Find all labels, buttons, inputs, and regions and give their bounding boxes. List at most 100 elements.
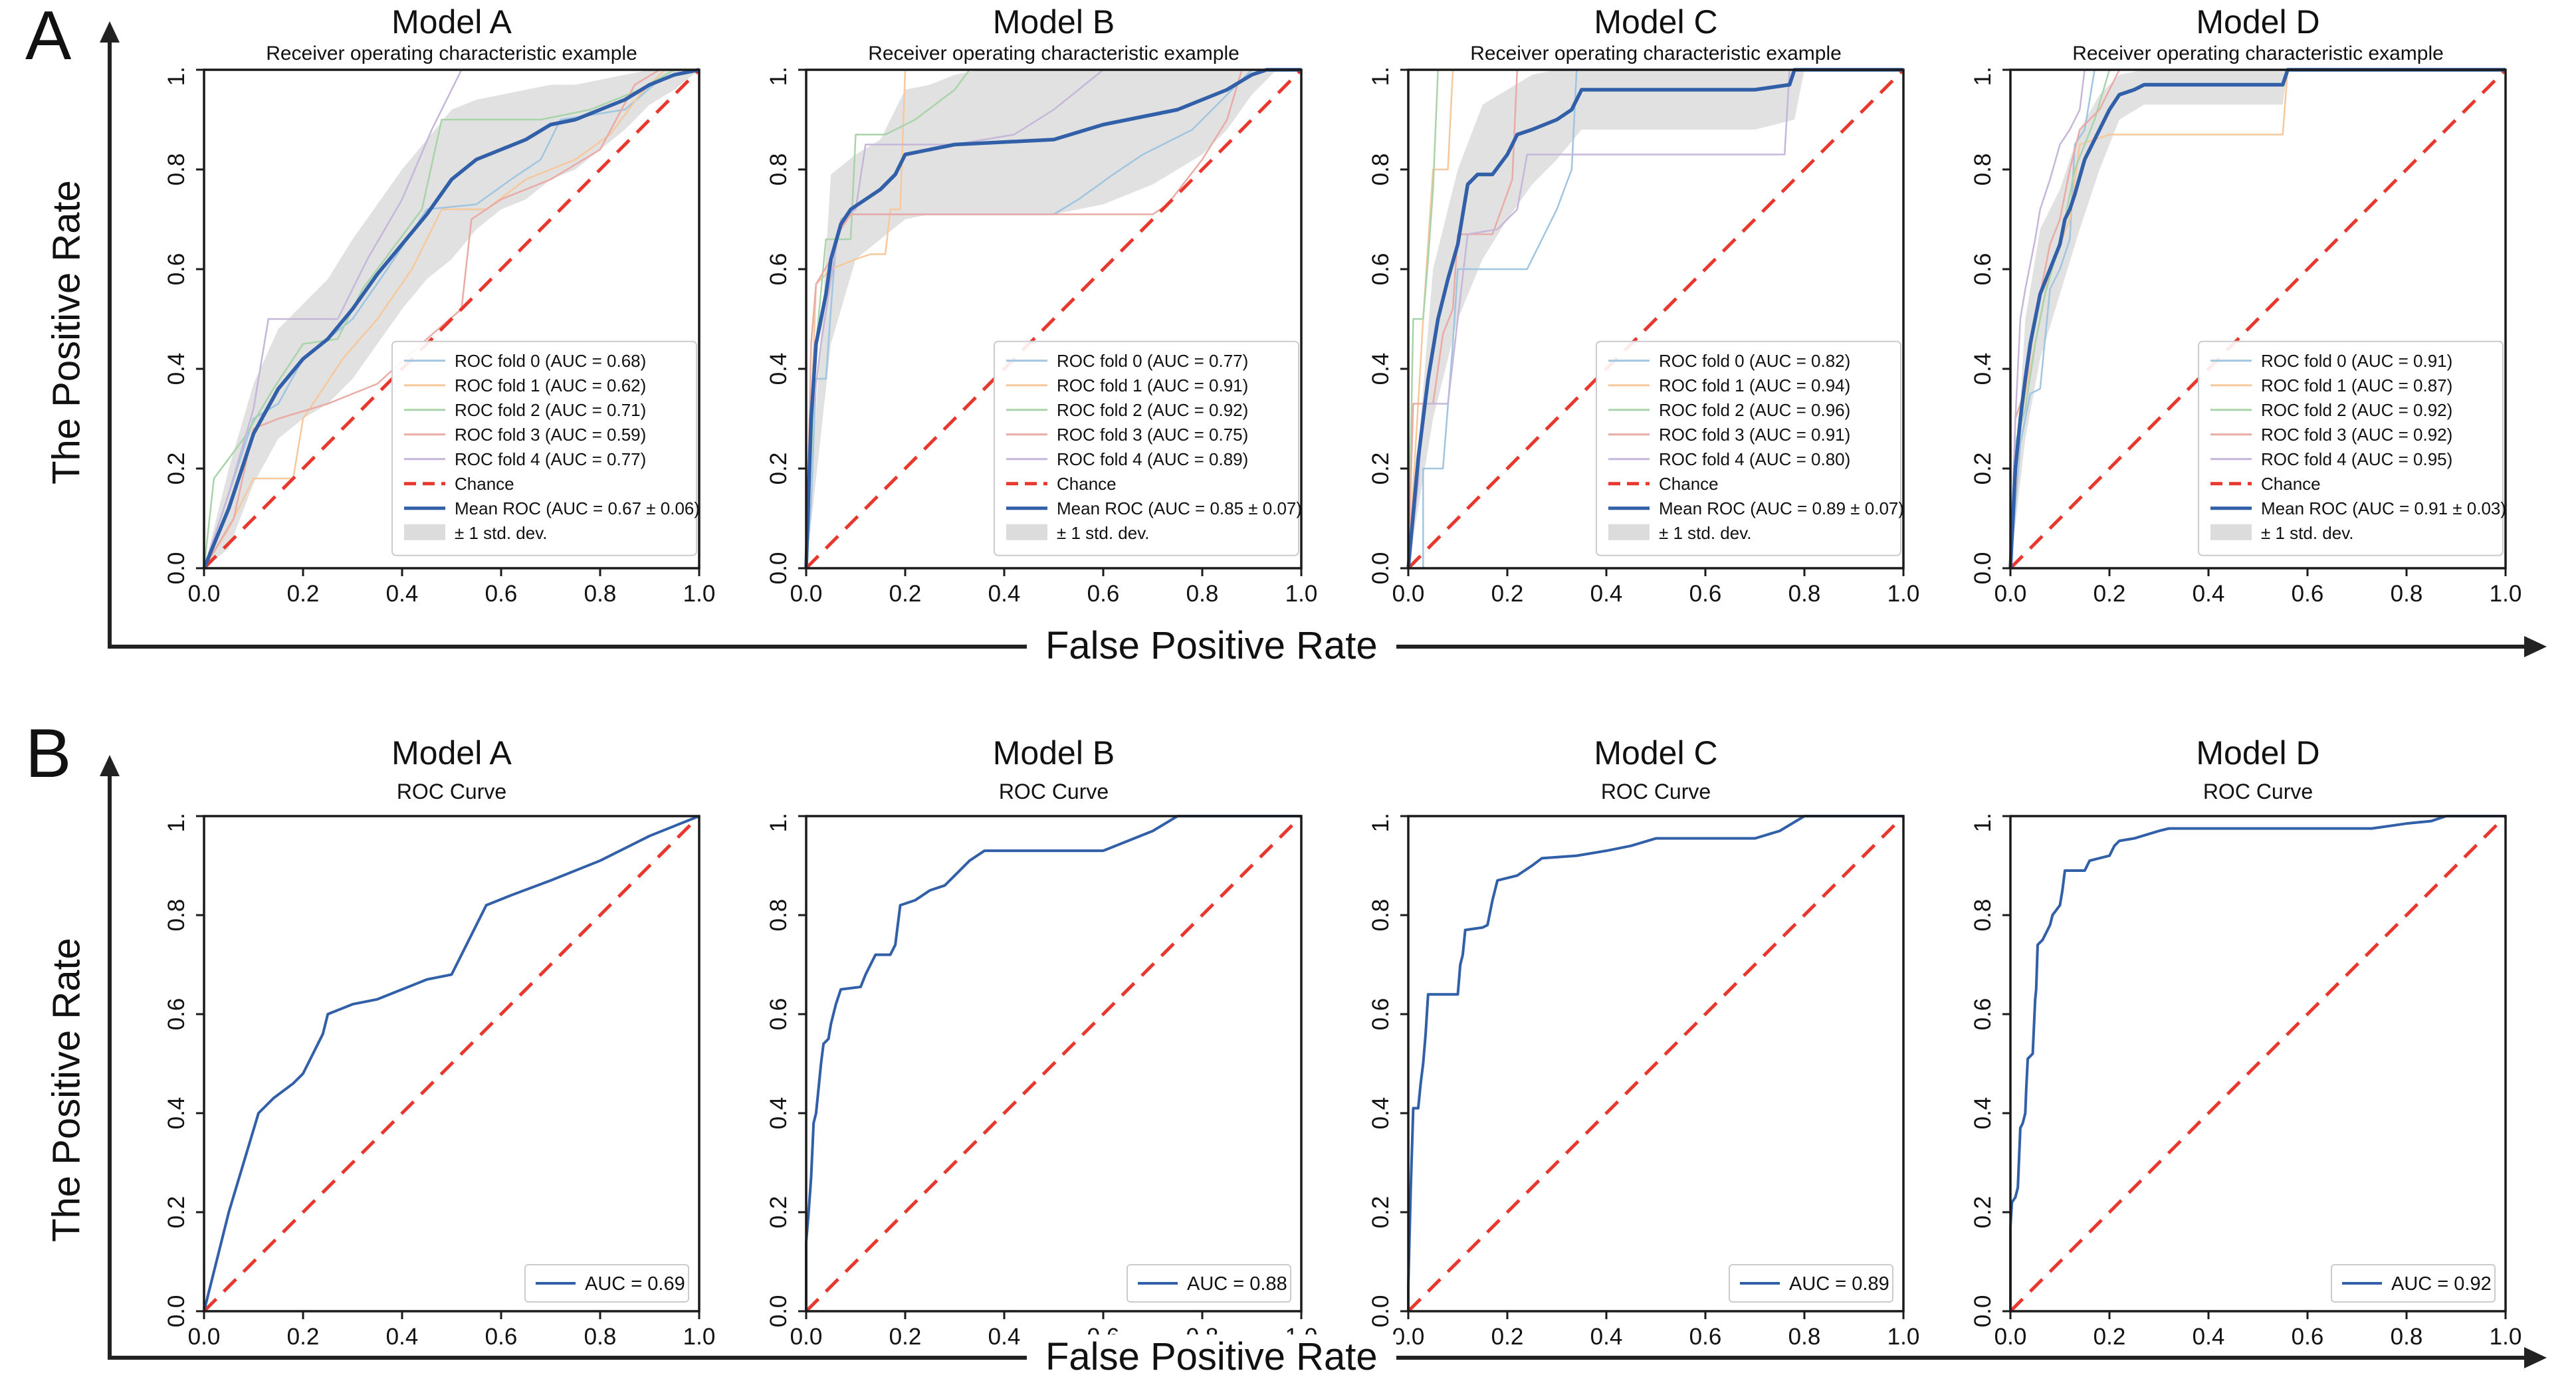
plot-border (1407, 68, 1905, 570)
svg-text:0.0: 0.0 (790, 1324, 823, 1350)
panels-row-b: Model A ROC Curve 0.0 0.0 0.2 0.2 0.4 0.4 0.6 0… (163, 718, 2561, 1352)
panel-subtitle: ROC Curve (396, 780, 507, 803)
panel-row-a: A The Positive Rate Model A Receiver ope… (25, 0, 2547, 668)
svg-text:± 1 std. dev.: ± 1 std. dev. (2261, 522, 2354, 542)
svg-text:ROC fold 4 (AUC = 0.95): ROC fold 4 (AUC = 0.95) (2261, 449, 2452, 469)
svg-text:0.4: 0.4 (163, 352, 189, 385)
panel-subtitle: ROC Curve (2202, 780, 2313, 803)
series-line-chance (805, 68, 1303, 570)
axis-ticks: 0.00.0 0.2 0.2 0.4 0.4 0.6 0.6 0.8 0.8 1.0 1.0 (163, 812, 715, 1350)
svg-text:1.0: 1.0 (163, 812, 189, 832)
svg-text:0.0: 0.0 (1392, 581, 1425, 607)
plot-border (203, 815, 700, 1313)
svg-text:AUC = 0.69: AUC = 0.69 (585, 1273, 685, 1295)
svg-text:Mean ROC (AUC = 0.67 ± 0.06): Mean ROC (AUC = 0.67 ± 0.06) (455, 498, 700, 518)
svg-text:AUC = 0.88: AUC = 0.88 (1187, 1273, 1287, 1295)
svg-text:0.6: 0.6 (163, 253, 189, 285)
svg-text:0.6: 0.6 (485, 1324, 518, 1350)
svg-text:ROC fold 3 (AUC = 0.59): ROC fold 3 (AUC = 0.59) (455, 424, 646, 444)
panel-title: Model A (391, 3, 512, 41)
svg-text:0.0: 0.0 (1970, 552, 1996, 584)
legend: ROC fold 0 (AUC = 0.77) ROC fold 1 (AUC =… (994, 340, 1302, 556)
roc-plot-svg: 0.00.00.20.20.40.40.60.60.80.81.01.0AUC … (163, 812, 715, 1350)
svg-text:1.0: 1.0 (1368, 812, 1394, 832)
series-line-roc-fold-2-auc-0-92- (805, 68, 1301, 568)
svg-text:Mean ROC (AUC = 0.85 ± 0.07): Mean ROC (AUC = 0.85 ± 0.07) (1057, 498, 1302, 518)
svg-text:0.2: 0.2 (1970, 452, 1996, 484)
svg-text:0.4: 0.4 (163, 1097, 189, 1129)
svg-text:0.4: 0.4 (988, 581, 1021, 607)
svg-text:0.2: 0.2 (2093, 1324, 2126, 1350)
svg-text:1.0: 1.0 (683, 581, 716, 607)
svg-text:ROC fold 3 (AUC = 0.75): ROC fold 3 (AUC = 0.75) (1057, 424, 1248, 444)
legend: AUC = 0.88 (1127, 1263, 1291, 1303)
svg-text:0.8: 0.8 (2391, 581, 2423, 607)
svg-text:0.6: 0.6 (766, 253, 792, 285)
plot-border (805, 815, 1303, 1313)
svg-text:ROC fold 3 (AUC = 0.91): ROC fold 3 (AUC = 0.91) (1659, 424, 1850, 444)
svg-text:0.0: 0.0 (1994, 581, 2027, 607)
roc-plot-svg: 0.00.00.20.20.40.40.60.60.80.81.01.0AUC … (766, 812, 1317, 1350)
roc-chart: 0.00.00.20.20.40.40.60.60.80.81.01.0AUC … (765, 812, 1356, 1352)
series-line-chance (805, 815, 1303, 1313)
series-line-chance (2009, 815, 2507, 1313)
roc-panel: Model B Receiver operating characteristi… (765, 0, 1356, 609)
svg-text:Mean ROC (AUC = 0.89 ± 0.07): Mean ROC (AUC = 0.89 ± 0.07) (1659, 498, 1904, 518)
std-dev-band (806, 69, 1301, 568)
svg-text:0.6: 0.6 (1970, 998, 1996, 1030)
plot-border (203, 68, 700, 570)
svg-text:0.6: 0.6 (1689, 1324, 1722, 1350)
arrowhead-up-icon (100, 755, 120, 776)
panel-title: Model C (1594, 734, 1718, 772)
y-axis-label: The Positive Rate (45, 938, 88, 1242)
svg-text:1.0: 1.0 (1368, 66, 1394, 86)
svg-text:0.0: 0.0 (766, 552, 792, 584)
legend: AUC = 0.89 (1729, 1263, 1893, 1303)
series-line-chance (2009, 68, 2507, 570)
arrowhead-up-icon (100, 21, 120, 43)
svg-text:0.2: 0.2 (163, 1196, 189, 1228)
roc-plot-svg: 0.00.0 0.2 0.2 0.4 0.4 0.6 0.6 0.8 0.8 1.0 1.0 ROC … (766, 66, 1318, 607)
arrowhead-right-icon (2524, 636, 2547, 657)
panel-row-b: B The Positive Rate Model A ROC Curve 0.… (0, 718, 2576, 1379)
svg-text:0.8: 0.8 (1788, 1324, 1821, 1350)
svg-text:0.0: 0.0 (1994, 1324, 2027, 1350)
series-line-roc-fold-0-auc-0-77- (805, 68, 1301, 568)
series-line-roc-fold-1-auc-0-62- (203, 68, 699, 569)
svg-text:ROC fold 1 (AUC = 0.94): ROC fold 1 (AUC = 0.94) (1659, 375, 1850, 395)
svg-text:ROC fold 2 (AUC = 0.92): ROC fold 2 (AUC = 0.92) (2261, 399, 2452, 419)
svg-text:0.0: 0.0 (766, 1295, 792, 1327)
svg-text:Chance: Chance (2261, 473, 2321, 493)
plot-border (2009, 815, 2507, 1313)
svg-text:0.6: 0.6 (1368, 998, 1394, 1030)
svg-text:0.4: 0.4 (2193, 581, 2225, 607)
svg-text:0.2: 0.2 (2093, 581, 2126, 607)
svg-text:0.0: 0.0 (1970, 1295, 1996, 1327)
panel-subtitle: Receiver operating characteristic exampl… (868, 43, 1239, 64)
svg-text:0.8: 0.8 (766, 899, 792, 931)
roc-panel: Model A Receiver operating characteristi… (163, 0, 754, 609)
svg-text:1.0: 1.0 (1285, 581, 1318, 607)
svg-text:0.2: 0.2 (766, 1196, 792, 1228)
svg-text:AUC = 0.92: AUC = 0.92 (2391, 1273, 2492, 1295)
roc-panel: Model C ROC Curve 0.0 0.0 0.2 0.2 0.4 0.4 0.6 0… (1367, 718, 1959, 1352)
svg-text:0.8: 0.8 (1368, 899, 1394, 931)
y-axis-arrow (100, 21, 120, 647)
panel-subtitle: Receiver operating characteristic exampl… (2072, 43, 2444, 64)
roc-panel: Model D ROC Curve 0.0 0.0 0.2 0.2 0.4 0.4 0.6 0… (1969, 718, 2561, 1352)
legend: ROC fold 0 (AUC = 0.91) ROC fold 1 (AUC =… (2198, 340, 2506, 556)
panel-title: Model D (2196, 734, 2320, 772)
svg-text:0.2: 0.2 (1368, 1196, 1394, 1228)
svg-text:0.4: 0.4 (2193, 1324, 2225, 1350)
roc-panel: Model B ROC Curve 0.0 0.0 0.2 0.2 0.4 0.4 0.6 0… (765, 718, 1356, 1352)
svg-text:0.4: 0.4 (1368, 352, 1394, 385)
series-line-mean-roc-auc-0-67-0-06- (202, 67, 700, 569)
panel-subtitle: ROC Curve (998, 780, 1109, 803)
series-line-chance (203, 68, 700, 570)
legend: ROC fold 0 (AUC = 0.82) ROC fold 1 (AUC =… (1596, 340, 1904, 556)
svg-text:1.0: 1.0 (1970, 66, 1996, 86)
svg-text:1.0: 1.0 (683, 1324, 716, 1350)
svg-text:0.8: 0.8 (1970, 899, 1996, 931)
svg-text:0.0: 0.0 (188, 1324, 221, 1350)
